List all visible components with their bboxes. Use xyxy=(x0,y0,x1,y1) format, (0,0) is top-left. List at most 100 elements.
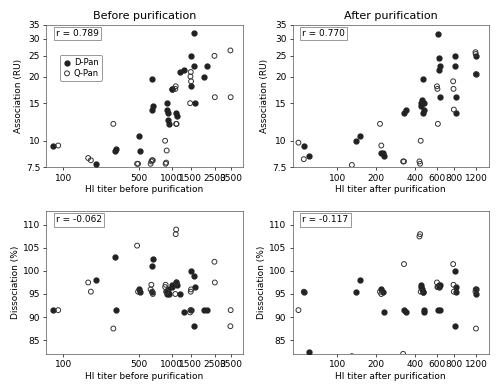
D-Pan xyxy=(111,254,119,260)
Y-axis label: Dissociation (%): Dissociation (%) xyxy=(11,246,20,319)
D-Pan xyxy=(135,286,143,292)
D-Pan xyxy=(188,83,196,89)
D-Pan xyxy=(162,100,170,106)
D-Pan xyxy=(418,289,426,295)
D-Pan xyxy=(380,152,388,159)
D-Pan xyxy=(168,282,175,288)
D-Pan xyxy=(180,67,188,73)
Q-Pan xyxy=(376,289,384,295)
D-Pan xyxy=(148,76,156,82)
Q-Pan xyxy=(300,289,308,295)
Q-Pan xyxy=(87,289,95,295)
D-Pan xyxy=(400,110,408,116)
D-Pan xyxy=(148,263,156,270)
Q-Pan xyxy=(186,100,194,106)
Q-Pan xyxy=(162,282,170,288)
D-Pan xyxy=(172,282,180,288)
Q-Pan xyxy=(449,78,457,84)
Q-Pan xyxy=(400,158,408,165)
D-Pan xyxy=(416,100,424,106)
Q-Pan xyxy=(433,83,441,89)
D-Pan xyxy=(300,289,308,295)
Q-Pan xyxy=(434,121,442,127)
Q-Pan xyxy=(472,71,480,77)
D-Pan xyxy=(451,53,459,59)
Q-Pan xyxy=(54,307,62,313)
Q-Pan xyxy=(416,289,424,295)
Q-Pan xyxy=(416,161,424,167)
D-Pan xyxy=(418,103,426,109)
Q-Pan xyxy=(161,284,169,290)
D-Pan xyxy=(418,286,426,292)
Q-Pan xyxy=(186,73,194,80)
Q-Pan xyxy=(148,289,156,295)
D-Pan xyxy=(378,149,386,156)
D-Pan xyxy=(380,309,388,316)
D-Pan xyxy=(420,307,428,313)
Q-Pan xyxy=(187,69,195,75)
D-Pan xyxy=(436,307,444,313)
Y-axis label: Dissociation (%): Dissociation (%) xyxy=(258,246,266,319)
D-Pan xyxy=(172,113,180,120)
Q-Pan xyxy=(172,121,180,127)
Q-Pan xyxy=(294,307,302,313)
Q-Pan xyxy=(146,286,154,292)
D-Pan xyxy=(472,71,480,77)
Y-axis label: Association (RU): Association (RU) xyxy=(260,59,269,133)
D-Pan xyxy=(190,272,198,279)
D-Pan xyxy=(435,282,443,288)
D-Pan xyxy=(304,152,312,159)
Q-Pan xyxy=(172,227,180,233)
D-Pan xyxy=(176,69,184,75)
Q-Pan xyxy=(434,284,442,290)
D-Pan xyxy=(187,307,195,313)
D-Pan xyxy=(436,94,444,100)
D-Pan xyxy=(164,117,172,123)
D-Pan xyxy=(434,307,442,313)
D-Pan xyxy=(187,53,195,59)
X-axis label: HI titer after purification: HI titer after purification xyxy=(336,185,446,194)
D-Pan xyxy=(419,289,427,295)
D-Pan xyxy=(472,291,480,297)
D-Pan xyxy=(356,133,364,140)
X-axis label: HI titer before purification: HI titer before purification xyxy=(86,185,204,194)
D-Pan xyxy=(378,289,386,295)
Q-Pan xyxy=(416,158,424,165)
D-Pan xyxy=(111,147,119,154)
D-Pan xyxy=(202,307,210,313)
Q-Pan xyxy=(84,279,92,286)
D-Pan xyxy=(300,142,308,149)
Q-Pan xyxy=(450,282,458,288)
D-Pan xyxy=(304,348,312,355)
Legend: D-Pan, Q-Pan: D-Pan, Q-Pan xyxy=(60,54,102,81)
D-Pan xyxy=(402,309,409,316)
Q-Pan xyxy=(472,286,480,292)
Q-Pan xyxy=(399,351,407,357)
D-Pan xyxy=(202,62,210,69)
D-Pan xyxy=(435,67,443,73)
D-Pan xyxy=(164,289,172,295)
Q-Pan xyxy=(162,160,170,166)
D-Pan xyxy=(191,284,199,290)
Q-Pan xyxy=(133,161,141,167)
Q-Pan xyxy=(472,289,480,295)
D-Pan xyxy=(112,307,120,313)
D-Pan xyxy=(92,277,100,283)
D-Pan xyxy=(420,100,428,106)
D-Pan xyxy=(378,149,386,156)
Q-Pan xyxy=(172,86,179,92)
Q-Pan xyxy=(472,325,480,332)
D-Pan xyxy=(200,307,208,313)
Q-Pan xyxy=(378,291,386,297)
D-Pan xyxy=(452,289,460,295)
D-Pan xyxy=(172,279,180,286)
Q-Pan xyxy=(399,158,407,165)
Text: r = -0.117: r = -0.117 xyxy=(302,215,348,224)
Q-Pan xyxy=(416,138,424,144)
D-Pan xyxy=(148,107,156,113)
D-Pan xyxy=(400,307,408,313)
D-Pan xyxy=(436,62,444,69)
D-Pan xyxy=(435,54,443,61)
Q-Pan xyxy=(294,140,302,146)
D-Pan xyxy=(436,282,444,288)
